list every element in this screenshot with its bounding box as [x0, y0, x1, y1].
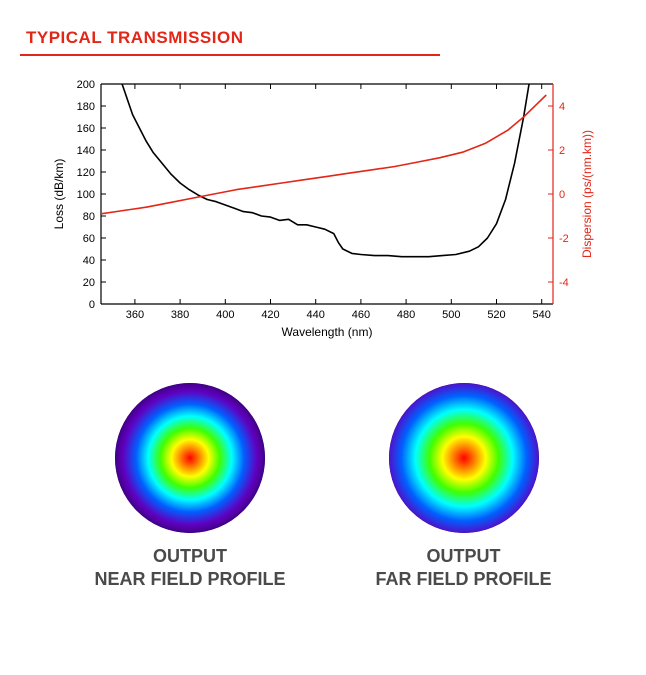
- svg-text:Loss (dB/km): Loss (dB/km): [52, 159, 66, 230]
- far-field-profile: OUTPUT FAR FIELD PROFILE: [376, 383, 552, 590]
- svg-text:140: 140: [77, 145, 95, 157]
- svg-text:0: 0: [89, 299, 95, 311]
- svg-text:100: 100: [77, 189, 95, 201]
- svg-text:500: 500: [442, 309, 460, 321]
- transmission-chart-svg: 360380400420440460480500520540Wavelength…: [43, 74, 603, 354]
- svg-text:420: 420: [261, 309, 279, 321]
- svg-text:60: 60: [83, 233, 95, 245]
- svg-text:380: 380: [171, 309, 189, 321]
- svg-text:-2: -2: [559, 233, 569, 245]
- svg-text:180: 180: [77, 101, 95, 113]
- svg-text:400: 400: [216, 309, 234, 321]
- far-field-image: [389, 383, 539, 533]
- near-label-1: OUTPUT: [153, 546, 227, 566]
- transmission-chart: 360380400420440460480500520540Wavelength…: [43, 74, 603, 359]
- near-label-2: NEAR FIELD PROFILE: [94, 569, 285, 589]
- svg-text:440: 440: [307, 309, 325, 321]
- profiles-row: OUTPUT NEAR FIELD PROFILE OUTPUT FAR FIE…: [20, 383, 626, 590]
- svg-text:480: 480: [397, 309, 415, 321]
- svg-text:80: 80: [83, 211, 95, 223]
- svg-text:2: 2: [559, 145, 565, 157]
- section-title: TYPICAL TRANSMISSION: [26, 28, 626, 48]
- svg-text:460: 460: [352, 309, 370, 321]
- svg-text:120: 120: [77, 167, 95, 179]
- svg-text:200: 200: [77, 79, 95, 91]
- svg-text:0: 0: [559, 189, 565, 201]
- near-field-profile: OUTPUT NEAR FIELD PROFILE: [94, 383, 285, 590]
- section-rule: [20, 54, 440, 56]
- svg-text:160: 160: [77, 123, 95, 135]
- svg-text:Wavelength (nm): Wavelength (nm): [282, 325, 373, 339]
- far-field-label: OUTPUT FAR FIELD PROFILE: [376, 545, 552, 590]
- svg-text:20: 20: [83, 277, 95, 289]
- svg-text:4: 4: [559, 101, 565, 113]
- svg-text:540: 540: [533, 309, 551, 321]
- svg-text:-4: -4: [559, 277, 569, 289]
- near-field-label: OUTPUT NEAR FIELD PROFILE: [94, 545, 285, 590]
- svg-text:360: 360: [126, 309, 144, 321]
- svg-text:520: 520: [487, 309, 505, 321]
- svg-text:Dispersion (ps/(nm.km)): Dispersion (ps/(nm.km)): [580, 130, 594, 258]
- near-field-image: [115, 383, 265, 533]
- svg-text:40: 40: [83, 255, 95, 267]
- far-label-1: OUTPUT: [427, 546, 501, 566]
- far-label-2: FAR FIELD PROFILE: [376, 569, 552, 589]
